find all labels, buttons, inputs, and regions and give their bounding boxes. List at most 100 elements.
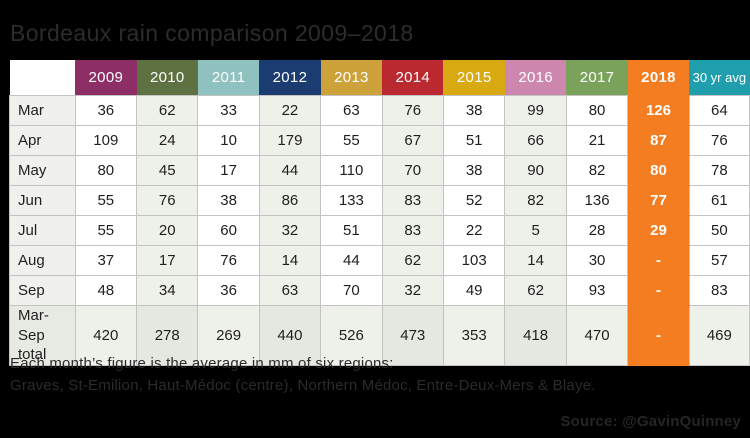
cell-mar-sep-total-2014: 473: [381, 305, 444, 366]
cell-aug-2017: 30: [565, 245, 629, 276]
cell-may-2011: 17: [197, 155, 260, 186]
cell-jul-2012: 32: [258, 215, 322, 246]
cell-apr-2017: 21: [565, 125, 629, 156]
cell-mar-sep-total-2013: 526: [320, 305, 383, 366]
corner-cell: [9, 60, 76, 96]
cell-apr-2009: 109: [74, 125, 138, 156]
year-header-2016: 2016: [504, 60, 567, 96]
table-header: 2009 2010 2011 2012 2013 2014 2015 2016 2017 2018…: [9, 60, 750, 96]
cell-sep-2016: 62: [504, 275, 567, 306]
cell-mar-2016: 99: [504, 95, 567, 126]
cell-mar-2015: 38: [442, 95, 506, 126]
year-header-2014: 2014: [382, 60, 444, 96]
row-label: Apr: [9, 125, 76, 156]
cell-apr-2010: 24: [136, 125, 199, 156]
cell-jul-2010: 20: [136, 215, 199, 246]
rain-table: 2009 2010 2011 2012 2013 2014 2015 2016 2017 2018…: [9, 60, 750, 366]
cell-mar-sep-total-2015: 353: [442, 305, 506, 366]
cell-sep-2015: 49: [442, 275, 506, 306]
cell-jul-2009: 55: [74, 215, 138, 246]
cell-jun-2011: 38: [197, 185, 260, 216]
row-label: May: [9, 155, 76, 186]
cell-jun-2014: 83: [381, 185, 444, 216]
cell-apr-2012: 179: [258, 125, 322, 156]
cell-aug-2018: -: [627, 245, 690, 276]
cell-aug-2012: 14: [258, 245, 322, 276]
footnote: Each month’s figure is the average in mm…: [10, 353, 596, 397]
year-header-30-yr-avg: 30 yr avg: [689, 60, 750, 96]
cell-apr-2013: 55: [320, 125, 383, 156]
cell-aug-2014: 62: [381, 245, 444, 276]
cell-sep-2012: 63: [258, 275, 322, 306]
cell-may-2012: 44: [258, 155, 322, 186]
cell-apr-30-yr-avg: 76: [688, 125, 750, 156]
cell-jun-2009: 55: [74, 185, 138, 216]
cell-aug-2015: 103: [442, 245, 506, 276]
cell-may-2018: 80: [627, 155, 690, 186]
cell-jun-2010: 76: [136, 185, 199, 216]
row-label: Sep: [9, 275, 76, 306]
cell-mar-sep-total-30-yr-avg: 469: [688, 305, 750, 366]
table-row: Jul 55 20 60 32 51 83 22 5 28 29 50: [9, 215, 750, 246]
cell-mar-2014: 76: [381, 95, 444, 126]
cell-apr-2015: 51: [442, 125, 506, 156]
year-header-2015: 2015: [443, 60, 505, 96]
table-row: Mar 36 62 33 22 63 76 38 99 80 126 64: [9, 95, 750, 126]
cell-mar-2009: 36: [74, 95, 138, 126]
cell-aug-30-yr-avg: 57: [688, 245, 750, 276]
cell-aug-2011: 76: [197, 245, 260, 276]
cell-mar-sep-total-2012: 440: [258, 305, 322, 366]
year-header-2018: 2018: [627, 60, 690, 96]
page-title: Bordeaux rain comparison 2009–2018: [10, 20, 414, 47]
year-header-2012: 2012: [259, 60, 321, 96]
cell-sep-2017: 93: [565, 275, 629, 306]
cell-mar-sep-total-2010: 278: [136, 305, 199, 366]
cell-jul-2018: 29: [627, 215, 690, 246]
cell-may-2016: 90: [504, 155, 567, 186]
cell-jun-2012: 86: [258, 185, 322, 216]
cell-apr-2018: 87: [627, 125, 690, 156]
cell-may-2010: 45: [136, 155, 199, 186]
cell-mar-sep-total-2016: 418: [504, 305, 567, 366]
table-body: Mar 36 62 33 22 63 76 38 99 80 126 64 Apr 109 24 10 179 5…: [9, 95, 750, 366]
cell-mar-sep-total-2018: -: [627, 305, 690, 366]
row-label: Mar-Sep total: [9, 305, 76, 366]
cell-apr-2014: 67: [381, 125, 444, 156]
cell-jul-2017: 28: [565, 215, 629, 246]
cell-mar-2013: 63: [320, 95, 383, 126]
cell-mar-sep-total-2017: 470: [565, 305, 629, 366]
cell-sep-2009: 48: [74, 275, 138, 306]
cell-sep-30-yr-avg: 83: [688, 275, 750, 306]
cell-mar-sep-total-2011: 269: [197, 305, 260, 366]
cell-mar-2011: 33: [197, 95, 260, 126]
cell-jul-30-yr-avg: 50: [688, 215, 750, 246]
cell-jun-2018: 77: [627, 185, 690, 216]
footnote-line-1: Each month’s figure is the average in mm…: [10, 355, 394, 372]
footnote-line-2: Graves, St-Emilion, Haut-Médoc (centre),…: [10, 376, 596, 394]
cell-may-30-yr-avg: 78: [688, 155, 750, 186]
cell-sep-2010: 34: [136, 275, 199, 306]
cell-jun-2015: 52: [442, 185, 506, 216]
row-label: Jul: [9, 215, 76, 246]
table-row: Jun 55 76 38 86 133 83 52 82 136 77 61: [9, 185, 750, 216]
year-header-2010: 2010: [136, 60, 198, 96]
year-header-2009: 2009: [75, 60, 137, 96]
cell-aug-2010: 17: [136, 245, 199, 276]
cell-jun-2016: 82: [504, 185, 567, 216]
cell-mar-2012: 22: [258, 95, 322, 126]
cell-jul-2011: 60: [197, 215, 260, 246]
source-credit: Source: @GavinQuinney: [560, 413, 741, 430]
cell-aug-2009: 37: [74, 245, 138, 276]
table-row-total: Mar-Sep total 420 278 269 440 526 473 353 418 470…: [9, 305, 750, 366]
table-row: Apr 109 24 10 179 55 67 51 66 21 87 76: [9, 125, 750, 156]
cell-may-2015: 38: [442, 155, 506, 186]
year-header-2011: 2011: [197, 60, 260, 96]
cell-may-2013: 110: [320, 155, 383, 186]
cell-mar-sep-total-2009: 420: [74, 305, 138, 366]
row-label: Jun: [9, 185, 76, 216]
cell-mar-2018: 126: [627, 95, 690, 126]
table-row: Aug 37 17 76 14 44 62 103 14 30-57: [9, 245, 750, 276]
cell-mar-2010: 62: [136, 95, 199, 126]
row-label: Mar: [9, 95, 76, 126]
cell-jun-2017: 136: [565, 185, 629, 216]
